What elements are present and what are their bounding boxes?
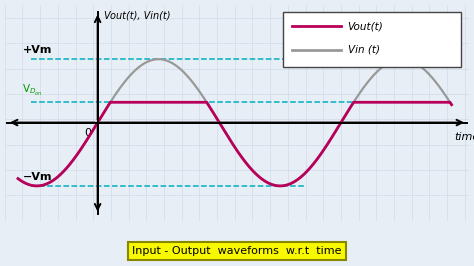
- Text: +Vm: +Vm: [22, 45, 52, 55]
- Text: Vout(t): Vout(t): [347, 21, 383, 31]
- Text: Vin (t): Vin (t): [347, 45, 380, 55]
- FancyBboxPatch shape: [283, 12, 461, 67]
- Text: time: time: [455, 132, 474, 142]
- Text: −Vm: −Vm: [22, 172, 52, 182]
- Text: 0: 0: [84, 128, 91, 138]
- Text: Vout(t), Vin(t): Vout(t), Vin(t): [104, 10, 171, 20]
- Text: Input - Output  waveforms  w.r.t  time: Input - Output waveforms w.r.t time: [132, 246, 342, 256]
- Text: V$_{{D_{{on}}}}$: V$_{{D_{{on}}}}$: [22, 84, 43, 98]
